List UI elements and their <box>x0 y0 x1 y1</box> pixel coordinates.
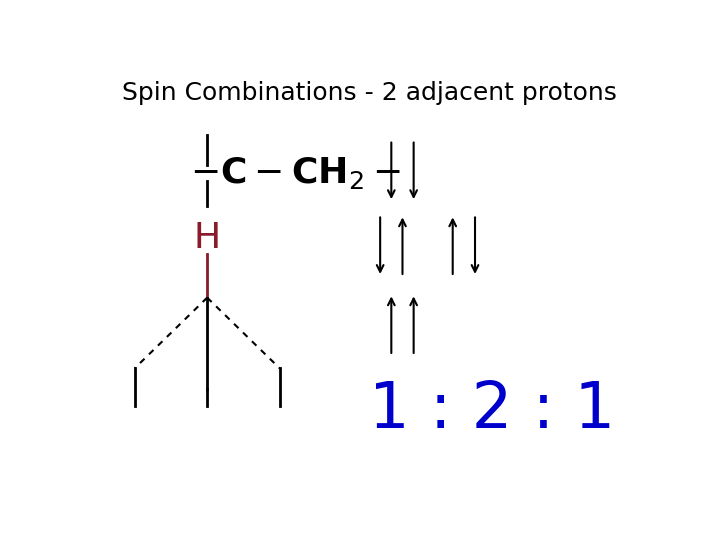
Text: 1 : 2 : 1: 1 : 2 : 1 <box>369 379 615 441</box>
Text: $-\mathbf{C}-\mathbf{CH}_2-$: $-\mathbf{C}-\mathbf{CH}_2-$ <box>190 155 401 191</box>
Text: Spin Combinations - 2 adjacent protons: Spin Combinations - 2 adjacent protons <box>122 82 616 105</box>
Text: H: H <box>194 221 221 255</box>
